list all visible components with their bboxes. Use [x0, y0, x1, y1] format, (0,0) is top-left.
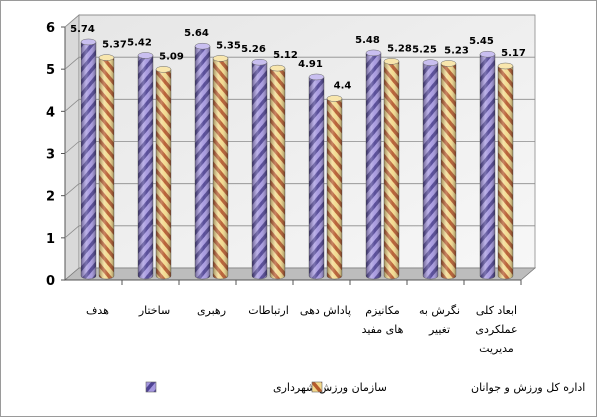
data-label: 5.35: [216, 40, 241, 51]
legend-label: سازمان ورزش شهرداری: [273, 381, 387, 394]
data-label: 5.17: [501, 48, 526, 59]
y-tick-label: 3: [46, 148, 55, 163]
category-label: تغییر: [428, 323, 450, 336]
data-label: 5.26: [241, 44, 266, 55]
legend-item: اداره کل ورزش و جوانان: [311, 381, 585, 394]
gridlines: [64, 14, 535, 239]
data-label: 4.91: [298, 59, 323, 70]
data-label: 5.64: [184, 28, 209, 39]
category-label: مکانیزم: [365, 304, 400, 317]
bar-series2: [269, 64, 286, 280]
data-label: 5.25: [412, 45, 437, 56]
bar-series2: [383, 58, 400, 280]
x-axis-categories: هدف ساختار رهبری ارتباطات پاداش دهی مکانیزم ها…: [86, 304, 518, 355]
legend-item: سازمان ورزش شهرداری: [145, 381, 387, 394]
gridline: [64, 225, 535, 239]
bar-series2: [98, 54, 115, 280]
legend-swatch: [145, 381, 157, 393]
category-label: مدیریت: [479, 342, 514, 355]
bar-series1: [251, 58, 268, 280]
category-label: نگرش به: [419, 304, 460, 317]
bar-series2: [212, 55, 229, 280]
bar-series1: [137, 52, 154, 280]
y-tick-label: 5: [46, 63, 55, 78]
bar-series2: [497, 62, 514, 280]
data-label: 5.12: [273, 50, 298, 61]
category-label: عملکردی: [475, 323, 517, 336]
y-tick-label: 0: [46, 274, 55, 289]
gridline: [64, 98, 535, 112]
data-label: 5.23: [444, 45, 469, 56]
gridline: [64, 183, 535, 196]
data-labels: 5.74 5.37 5.42 5.09 5.64 5.35 5.26 5.124.91 4.4 5…: [70, 24, 526, 92]
category-label: هدف: [86, 304, 109, 317]
gridline: [64, 56, 535, 70]
category-label: ساختار: [138, 304, 170, 317]
data-label: 5.37: [102, 40, 127, 51]
category-label: پاداش دهی: [300, 304, 351, 317]
y-tick-label: 6: [46, 21, 55, 36]
bar-series1: [194, 42, 211, 280]
y-tick-label: 1: [46, 232, 55, 247]
category-label: ارتباطات: [248, 304, 289, 317]
data-label: 5.28: [387, 43, 412, 54]
data-label: 5.09: [159, 51, 184, 62]
category-label: های مفید: [362, 323, 404, 336]
data-label: 4.4: [334, 80, 352, 91]
data-label: 5.74: [70, 24, 95, 35]
floor: [63, 267, 537, 281]
legend: سازمان ورزش شهرداری اداره کل ورزش و جوانا…: [145, 381, 585, 394]
bar-series2: [440, 60, 457, 280]
bar-series2: [326, 95, 343, 280]
bars: [80, 38, 522, 285]
bar-series1: [422, 59, 439, 280]
bar-series1: [365, 49, 382, 280]
gridline: [64, 141, 535, 154]
y-tick-label: 4: [46, 105, 55, 120]
bar-series1: [80, 38, 97, 280]
data-label: 5.45: [469, 36, 494, 47]
legend-swatch: [311, 381, 323, 393]
y-axis-ticks: 0 1 2 3 4 5 6: [46, 21, 65, 289]
bar-series2: [155, 66, 172, 280]
bar-series1: [308, 73, 325, 280]
data-label: 5.42: [127, 37, 152, 48]
category-label: ابعاد کلی: [476, 304, 517, 317]
y-tick-label: 2: [46, 190, 55, 205]
data-label: 5.48: [355, 35, 380, 46]
bar-series1: [479, 50, 496, 280]
gridline: [64, 14, 535, 28]
legend-label: اداره کل ورزش و جوانان: [471, 381, 585, 394]
category-label: رهبری: [197, 304, 226, 317]
